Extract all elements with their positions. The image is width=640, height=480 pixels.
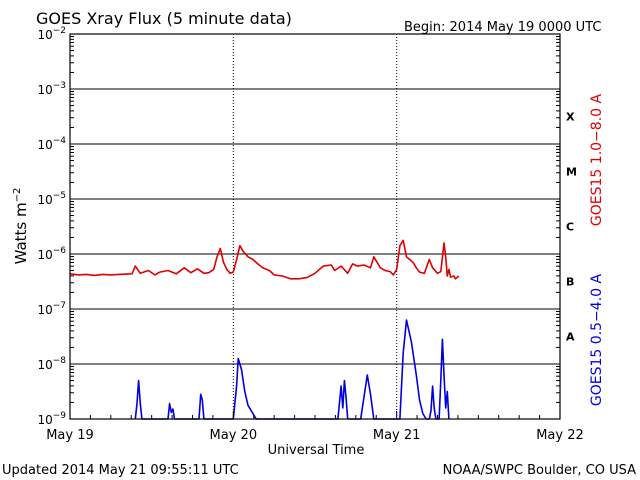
flare-class-m: M	[566, 166, 577, 179]
y-tick-exp: −8	[53, 356, 67, 366]
y-tick-label: 10−5	[37, 191, 66, 207]
y-tick-exp: −2	[53, 26, 66, 36]
x-tick-label: May 19	[46, 428, 94, 443]
flare-class-x: X	[566, 111, 575, 124]
y-tick-base: 10	[37, 413, 52, 427]
y-axis-label: Watts m−2	[12, 188, 30, 265]
x-tick-label: May 22	[536, 428, 584, 443]
y-axis-label-base: Watts m	[12, 202, 30, 264]
y-tick-exp: −9	[53, 411, 67, 421]
y-tick-base: 10	[37, 358, 52, 372]
y-tick-base: 10	[37, 138, 52, 152]
y-tick-label: 10−3	[37, 81, 66, 97]
y-tick-labels: 10−210−310−410−510−610−710−810−9	[37, 26, 66, 427]
y-tick-exp: −4	[53, 136, 67, 146]
flare-class-a: A	[566, 331, 575, 344]
x-axis-label: Universal Time	[268, 443, 365, 458]
y-tick-label: 10−4	[37, 136, 66, 152]
y-tick-base: 10	[37, 248, 52, 262]
y-axis-ticks	[70, 33, 560, 420]
x-tick-labels: May 19 May 20 May 21 May 22	[46, 428, 584, 443]
source-label: NOAA/SWPC Boulder, CO USA	[443, 463, 636, 478]
x-axis-ticks	[69, 411, 561, 419]
y-tick-base: 10	[37, 28, 52, 42]
series-lines	[69, 239, 460, 420]
flare-class-c: C	[566, 221, 574, 234]
y-axis-label-exp: −2	[12, 188, 23, 203]
y-tick-base: 10	[37, 303, 52, 317]
flare-class-b: B	[566, 276, 574, 289]
series-line-1	[134, 319, 450, 420]
flare-class-labels: X M C B A	[566, 111, 577, 344]
y-tick-exp: −7	[53, 301, 66, 311]
y-tick-base: 10	[37, 83, 52, 97]
y-tick-exp: −3	[53, 81, 66, 91]
legend-goes15-long: GOES15 1.0−8.0 A	[589, 94, 605, 227]
updated-label: Updated 2014 May 21 09:55:11 UTC	[2, 463, 239, 478]
grid-lines	[70, 88, 560, 365]
series-line-0	[69, 239, 460, 280]
x-tick-label: May 21	[373, 428, 421, 443]
y-tick-exp: −6	[53, 246, 67, 256]
y-tick-label: 10−2	[37, 26, 66, 42]
y-tick-label: 10−6	[37, 246, 66, 262]
y-tick-label: 10−9	[37, 411, 66, 427]
y-tick-exp: −5	[53, 191, 66, 201]
y-tick-label: 10−8	[37, 356, 66, 372]
x-tick-label: May 20	[210, 428, 258, 443]
chart-title: GOES Xray Flux (5 minute data)	[36, 9, 292, 28]
legend-goes15-short: GOES15 0.5−4.0 A	[589, 274, 605, 407]
y-tick-base: 10	[37, 193, 52, 207]
y-tick-label: 10−7	[37, 301, 66, 317]
begin-label: Begin: 2014 May 19 0000 UTC	[404, 20, 601, 35]
